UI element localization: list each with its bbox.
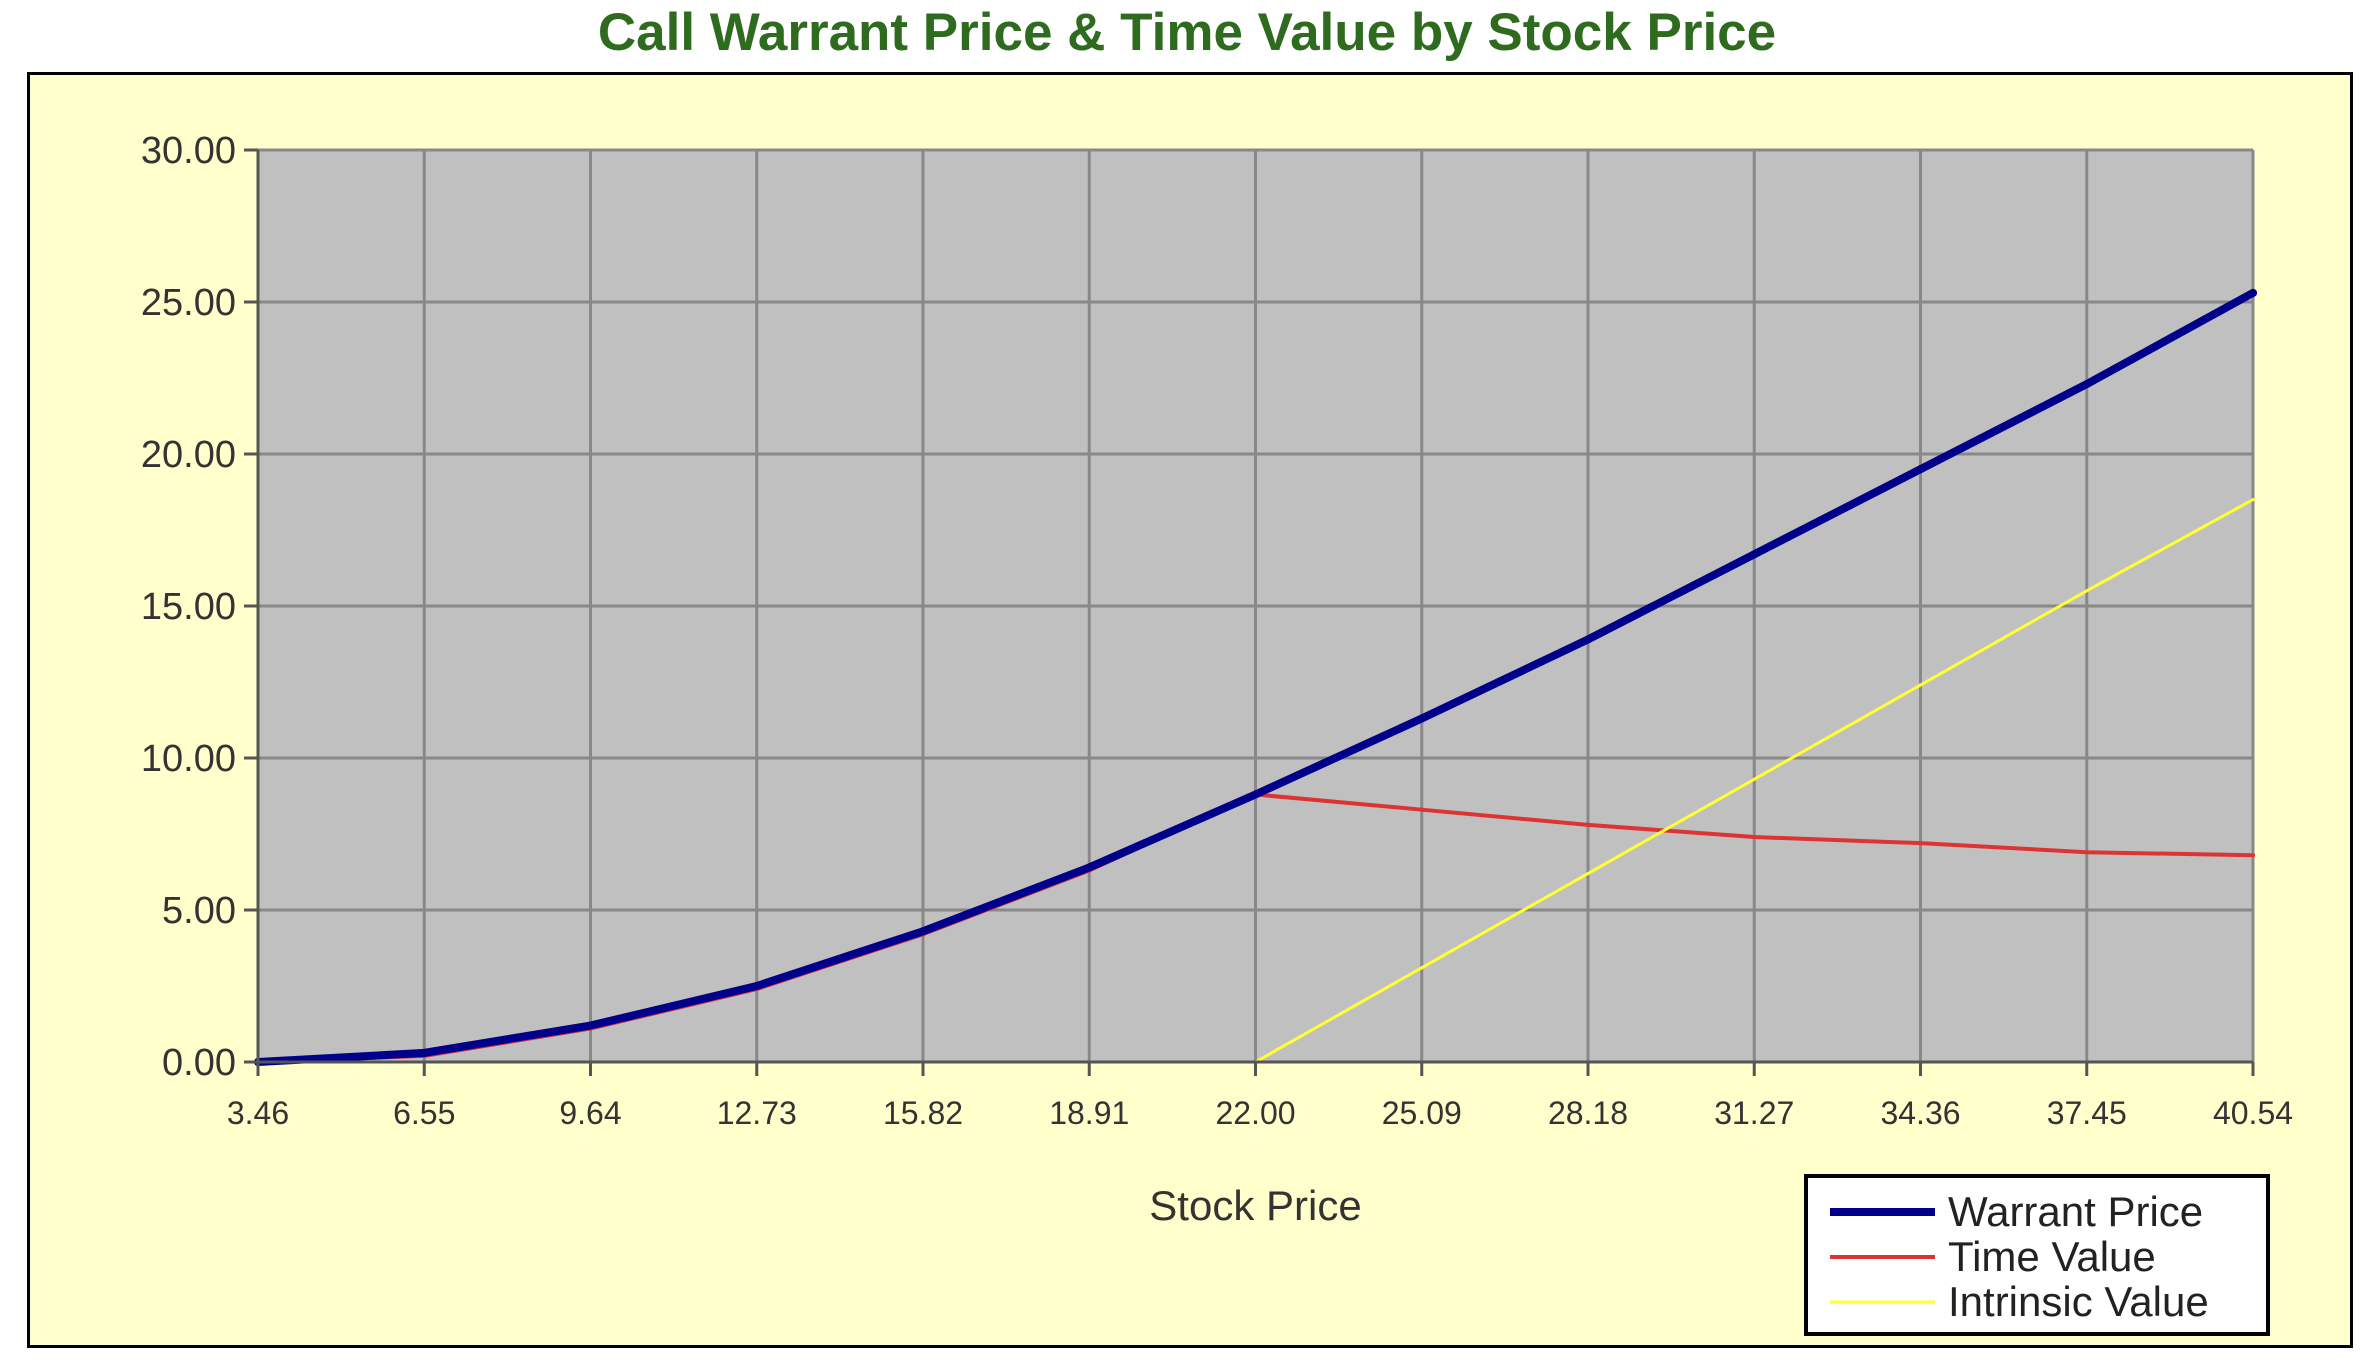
x-tick-label: 9.64 [559,1095,621,1131]
intrinsic-value-point [1752,777,1756,781]
y-tick-label: 25.00 [141,282,236,324]
warrant-price-point [420,1048,429,1057]
time-value-point [2084,850,2089,855]
series-lines [254,288,2257,1066]
warrant-price-point [586,1021,595,1030]
legend-label: Intrinsic Value [1948,1278,2209,1325]
y-tick-label: 20.00 [141,434,236,476]
x-tick-label: 25.09 [1382,1095,1462,1131]
y-tick-label: 0.00 [162,1042,236,1084]
time-value-point [1586,822,1590,827]
warrant-price-point [752,982,761,990]
time-value-point [1752,835,1757,840]
x-tick-labels: 3.46 6.55 9.64 12.73 15.82 18.91 22.00 25.09 28.… [227,1095,2293,1131]
warrant-price-point [2249,288,2257,297]
x-axis-title: Stock Price [1149,1182,1361,1229]
y-tick-label: 15.00 [141,586,236,628]
warrant-price-point [1750,550,1759,559]
warrant-price-point [1251,790,1260,799]
time-value-point [2251,853,2255,858]
intrinsic-value-point [1420,966,1424,970]
x-tick-label: 6.55 [393,1095,455,1131]
legend-label: Warrant Price [1948,1188,2203,1235]
time-value-point [1918,841,1923,846]
chart-title: Call Warrant Price & Time Value by Stock… [597,3,1777,62]
axes [244,148,2255,1076]
warrant-price-point [1085,863,1094,872]
intrinsic-value-point [1919,683,1922,687]
legend-label: Time Value [1948,1233,2156,1280]
x-tick-label: 12.73 [717,1095,797,1131]
x-tick-label: 18.91 [1049,1095,1129,1131]
x-tick-label: 15.82 [883,1095,963,1131]
y-tick-label: 30.00 [141,130,236,172]
time-value-point [1419,807,1424,812]
x-tick-label: 22.00 [1215,1095,1295,1131]
warrant-price-point [1417,714,1426,723]
intrinsic-value-point [1586,872,1590,876]
intrinsic-value-point [2251,498,2255,502]
x-tick-label: 28.18 [1548,1095,1628,1131]
x-tick-label: 31.27 [1714,1095,1794,1131]
x-tick-label: 37.45 [2047,1095,2127,1131]
x-tick-label: 3.46 [227,1095,289,1131]
y-tick-label: 10.00 [141,738,236,780]
warrant-price-point [1916,465,1925,474]
intrinsic-value-point [2085,589,2089,593]
warrant-price-point [1584,635,1592,644]
warrant-price-point [2082,380,2091,389]
warrant-price-point [919,927,927,936]
y-tick-label: 5.00 [162,890,236,932]
y-tick-labels: 0.00 5.00 10.00 15.00 20.00 25.00 30.00 [141,130,236,1084]
x-tick-label: 34.36 [1880,1095,1960,1131]
x-tick-label: 40.54 [2213,1095,2293,1131]
